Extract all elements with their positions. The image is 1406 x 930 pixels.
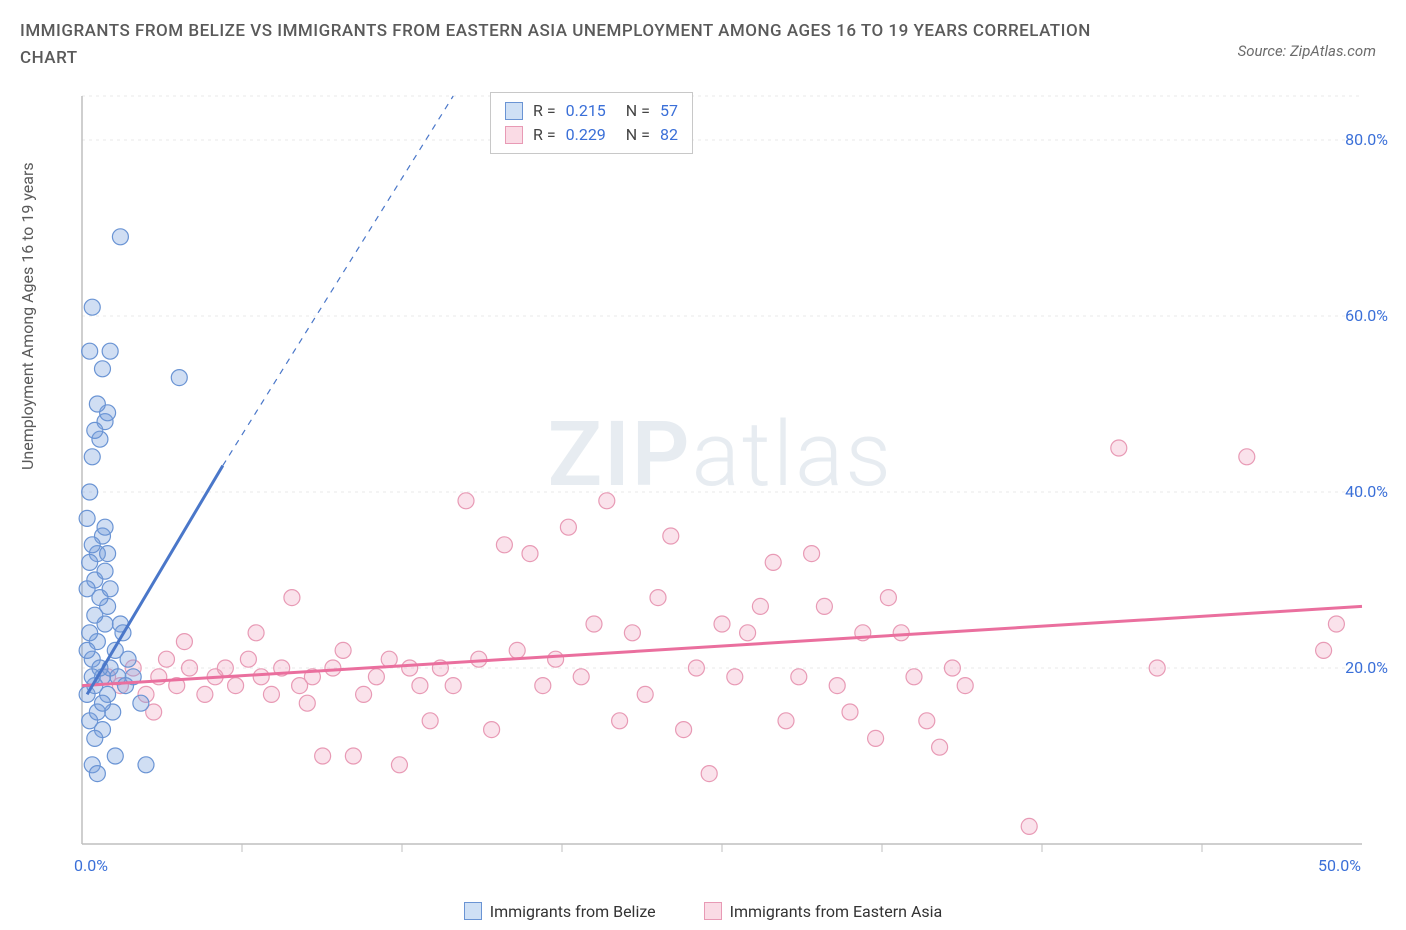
x-tick-label: 0.0%	[74, 856, 108, 875]
swatch-belize	[464, 902, 482, 920]
swatch-belize	[505, 102, 523, 120]
r-value-eastern-asia: 0.229	[566, 123, 606, 147]
scatter-plot: 20.0%40.0%60.0%80.0%0.0%50.0%	[60, 90, 1380, 870]
n-value-eastern-asia: 82	[660, 123, 678, 147]
legend-label-belize: Immigrants from Belize	[490, 902, 656, 921]
plot-svg	[60, 90, 1380, 870]
legend-item-belize: Immigrants from Belize	[464, 902, 656, 921]
legend-item-eastern-asia: Immigrants from Eastern Asia	[704, 902, 943, 921]
x-tick-label: 50.0%	[1318, 856, 1361, 875]
y-tick-label: 80.0%	[1345, 130, 1388, 149]
r-label: R =	[533, 123, 556, 147]
r-value-belize: 0.215	[566, 99, 606, 123]
y-tick-label: 20.0%	[1345, 658, 1388, 677]
y-axis-label: Unemployment Among Ages 16 to 19 years	[18, 162, 37, 470]
legend-label-eastern-asia: Immigrants from Eastern Asia	[730, 902, 943, 921]
n-label: N =	[626, 99, 650, 123]
n-value-belize: 57	[660, 99, 678, 123]
r-label: R =	[533, 99, 556, 123]
stats-row-eastern-asia: R = 0.229 N = 82	[505, 123, 678, 147]
y-tick-label: 40.0%	[1345, 482, 1388, 501]
stats-row-belize: R = 0.215 N = 57	[505, 99, 678, 123]
chart-title: IMMIGRANTS FROM BELIZE VS IMMIGRANTS FRO…	[20, 18, 1140, 72]
swatch-eastern-asia	[704, 902, 722, 920]
bottom-legend: Immigrants from Belize Immigrants from E…	[0, 902, 1406, 925]
swatch-eastern-asia	[505, 126, 523, 144]
stats-legend: R = 0.215 N = 57 R = 0.229 N = 82	[490, 92, 693, 154]
y-tick-label: 60.0%	[1345, 306, 1388, 325]
source-label: Source: ZipAtlas.com	[1238, 42, 1376, 60]
n-label: N =	[626, 123, 650, 147]
